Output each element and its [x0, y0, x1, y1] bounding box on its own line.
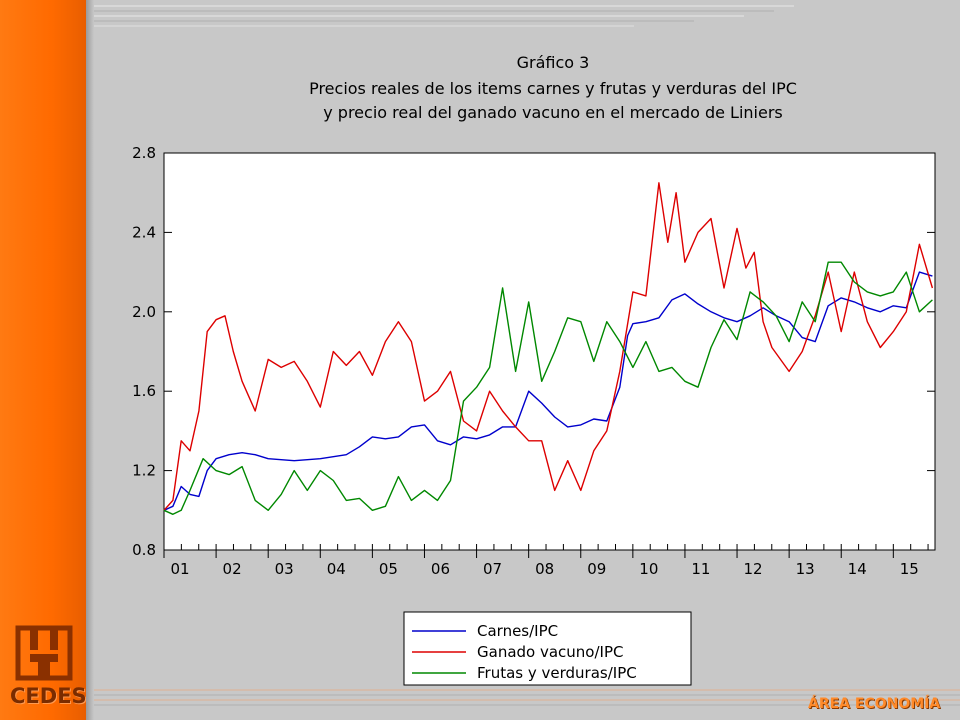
series-line-0 [163, 271, 933, 511]
line-chart: Gráfico 3 Precios reales de los items ca… [132, 53, 936, 686]
x-tick-label: 05 [379, 560, 398, 578]
legend-label-0: Carnes/IPC [477, 622, 558, 640]
x-tick-label: 12 [743, 560, 762, 578]
x-tick-label: 09 [587, 560, 606, 578]
chart-title: Gráfico 3 Precios reales de los items ca… [309, 53, 797, 122]
legend-label-1: Ganado vacuno/IPC [477, 643, 623, 661]
x-tick-label: 01 [170, 560, 189, 578]
x-tick-label: 13 [796, 560, 815, 578]
axis-ticks: 0.8 1.2 1.6 2.0 2.4 2.8 01 02 03 04 05 06 07 08 09 10 11… [132, 144, 935, 578]
series-line-2 [163, 261, 933, 515]
chart-title-line-2: Precios reales de los items carnes y fru… [309, 79, 797, 98]
chart-title-line-3: y precio real del ganado vacuno en el me… [323, 103, 783, 122]
x-tick-label: 14 [848, 560, 867, 578]
y-tick-label: 2.4 [132, 223, 156, 241]
legend-label-2: Frutas y verduras/IPC [477, 664, 637, 682]
x-tick-label: 02 [223, 560, 242, 578]
x-tick-label: 11 [691, 560, 710, 578]
x-tick-label: 15 [900, 560, 919, 578]
sidebar [0, 0, 86, 720]
series-lines [163, 182, 934, 515]
series-line-1 [163, 182, 934, 511]
cedes-logo-icon [15, 625, 73, 681]
x-tick-label: 03 [275, 560, 294, 578]
y-tick-label: 1.6 [132, 382, 156, 400]
top-decorative-lines [94, 5, 794, 27]
chart-title-line-1: Gráfico 3 [517, 53, 590, 72]
y-tick-label: 0.8 [132, 541, 156, 559]
y-tick-label: 1.2 [132, 462, 156, 480]
logo-text: CEDES [10, 684, 87, 708]
y-tick-label: 2.8 [132, 144, 156, 162]
y-tick-label: 2.0 [132, 303, 156, 321]
x-tick-label: 10 [639, 560, 658, 578]
x-tick-label: 06 [431, 560, 450, 578]
bottom-decorative-lines [94, 689, 960, 706]
x-tick-label: 04 [327, 560, 346, 578]
plot-area [163, 152, 936, 551]
sidebar-edge [86, 0, 94, 720]
x-tick-label: 08 [535, 560, 554, 578]
x-tick-label: 07 [483, 560, 502, 578]
area-label: ÁREA ECONOMÍA [808, 696, 941, 712]
legend: Carnes/IPC Ganado vacuno/IPC Frutas y verd… [403, 611, 692, 686]
